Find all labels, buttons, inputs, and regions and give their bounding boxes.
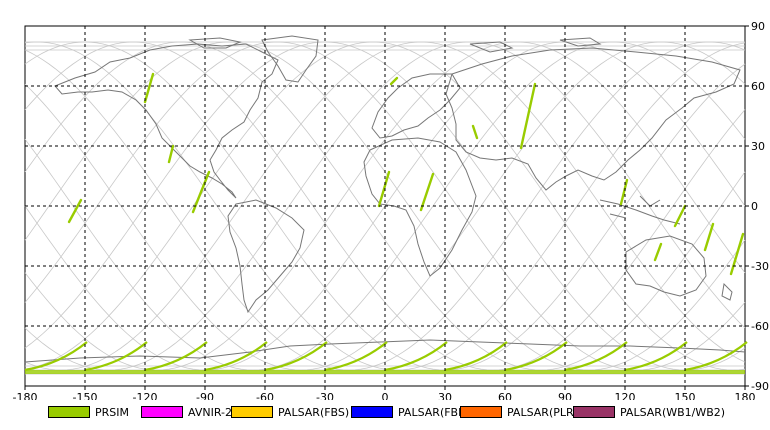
coastline-europe xyxy=(371,73,461,139)
x-tick-label: 90 xyxy=(558,391,572,400)
x-tick-label: 120 xyxy=(615,391,636,400)
legend-swatch-avnir2 xyxy=(141,406,183,418)
legend-swatch-prism xyxy=(48,406,90,418)
coastline-greenland xyxy=(261,35,319,83)
y-tick-label: 60 xyxy=(751,80,765,93)
coastline-asia xyxy=(445,47,741,191)
x-tick-label: 30 xyxy=(438,391,452,400)
observation-polar-swath xyxy=(264,341,328,372)
observation-polar-swath xyxy=(24,341,88,372)
x-tick-label: -60 xyxy=(256,391,274,400)
observation-polar-swath xyxy=(504,341,568,372)
observation-segment xyxy=(519,82,537,150)
x-tick-label: 150 xyxy=(675,391,696,400)
observation-segment xyxy=(167,144,175,164)
observation-segment xyxy=(419,172,435,212)
y-tick-label: -30 xyxy=(751,260,769,273)
observation-segment xyxy=(653,242,663,262)
x-tick-label: -180 xyxy=(13,391,38,400)
legend-label-avnir2: AVNIR-2 xyxy=(188,405,232,419)
coastline-new-zealand xyxy=(721,282,733,301)
x-tick-label: -90 xyxy=(196,391,214,400)
legend-label-palsar-wb: PALSAR(WB1/WB2) xyxy=(620,405,726,419)
latitude-ticks: 90 60 30 0 -30 -60 -90 xyxy=(745,20,769,393)
observation-segment xyxy=(619,178,629,206)
y-tick-label: -90 xyxy=(751,380,769,393)
coastlines xyxy=(24,35,746,363)
observation-segment xyxy=(389,76,399,86)
observation-segment xyxy=(471,124,479,140)
legend-item-palsar-fbs: PALSAR(FBS) xyxy=(231,404,349,420)
legend-label-prism: PRSIM xyxy=(95,405,129,419)
coastline-africa xyxy=(363,137,477,277)
y-tick-label: -60 xyxy=(751,320,769,333)
legend-swatch-palsar-fbd xyxy=(351,406,393,418)
world-map: -180 -150 -120 -90 -60 -30 0 30 60 90 120 150 180 90… xyxy=(13,20,769,404)
x-tick-label: -30 xyxy=(316,391,334,400)
coastline-south-america xyxy=(227,199,305,314)
legend-item-palsar-plr: PALSAR(PLR) xyxy=(460,404,578,420)
x-tick-label: 0 xyxy=(382,391,389,400)
observation-polar-swath xyxy=(204,341,268,372)
legend: PRSIM AVNIR-2 PALSAR(FBS) PALSAR(FBD) PA… xyxy=(0,400,770,424)
observation-segment xyxy=(377,170,391,208)
x-tick-label: -120 xyxy=(133,391,158,400)
y-tick-label: 30 xyxy=(751,140,765,153)
legend-swatch-palsar-wb xyxy=(573,406,615,418)
observation-polar-swath xyxy=(684,341,748,372)
legend-label-palsar-fbs: PALSAR(FBS) xyxy=(278,405,350,419)
coastline-north-america xyxy=(54,43,279,199)
observation-polar-swath xyxy=(144,341,208,372)
legend-label-palsar-fbd: PALSAR(FBD) xyxy=(398,405,471,419)
legend-item-palsar-wb: PALSAR(WB1/WB2) xyxy=(573,404,725,420)
observation-polar-swath xyxy=(324,341,388,372)
observation-polar-swath xyxy=(444,341,508,372)
coastline-arctic-islands xyxy=(188,37,602,53)
longitude-ticks: -180 -150 -120 -90 -60 -30 0 30 60 90 120 150 180 xyxy=(13,386,756,404)
x-tick-label: 60 xyxy=(498,391,512,400)
coastline-antarctica xyxy=(24,339,746,363)
graticule xyxy=(25,26,745,386)
legend-item-palsar-fbd: PALSAR(FBD) xyxy=(351,404,471,420)
observation-segment xyxy=(191,170,211,214)
observation-segment xyxy=(729,232,745,276)
y-tick-label: 90 xyxy=(751,20,765,33)
x-tick-label: -150 xyxy=(73,391,98,400)
coastline-australia xyxy=(625,235,707,297)
legend-item-avnir2: AVNIR-2 xyxy=(141,404,232,420)
legend-item-prism: PRSIM xyxy=(48,404,129,420)
legend-swatch-palsar-plr xyxy=(460,406,502,418)
observation-polar-swath xyxy=(564,341,628,372)
observation-segment xyxy=(67,198,83,224)
observation-segment xyxy=(143,72,155,104)
observation-polar-swath xyxy=(384,341,448,372)
observation-polar-swath xyxy=(624,341,688,372)
legend-label-palsar-plr: PALSAR(PLR) xyxy=(507,405,578,419)
legend-swatch-palsar-fbs xyxy=(231,406,273,418)
observation-segment xyxy=(673,204,687,228)
y-tick-label: 0 xyxy=(751,200,758,213)
observation-polar-band xyxy=(25,370,745,374)
observation-polar-swath xyxy=(84,341,148,372)
observation-segments xyxy=(24,72,748,374)
observation-segment xyxy=(703,222,715,252)
